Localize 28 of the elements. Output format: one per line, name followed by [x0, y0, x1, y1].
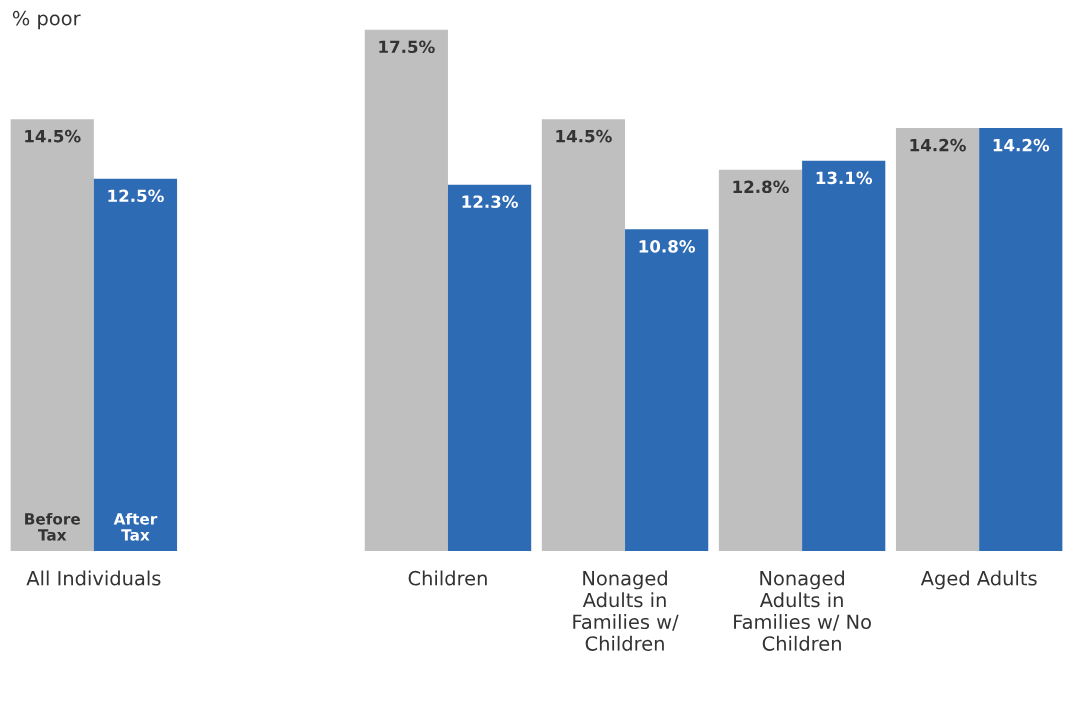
data-label: 13.1%	[816, 171, 873, 185]
data-label: 14.2%	[910, 138, 966, 152]
data-label: 10.8%	[639, 240, 696, 253]
data-label: 17.5%	[379, 40, 435, 54]
data-label: 12.8%	[733, 180, 789, 194]
bar	[802, 160, 886, 552]
data-label: 12.3%	[462, 195, 518, 209]
data-label: 14.5%	[556, 129, 612, 143]
y-axis-title: % poor	[12, 10, 81, 30]
bar	[10, 119, 94, 552]
data-label: 14.2%	[993, 138, 1050, 152]
bar	[364, 29, 448, 552]
data-label: 12.5%	[108, 189, 164, 203]
bar	[718, 169, 803, 552]
series-label: Before Tax	[25, 512, 81, 541]
bar	[979, 128, 1063, 552]
x-tick-label: Nonaged Adults in Families w/ Children	[573, 570, 679, 651]
bar	[541, 119, 626, 552]
x-tick-label: Children	[408, 570, 487, 586]
bar	[447, 184, 532, 552]
x-tick-label: Aged Adults	[920, 570, 1037, 590]
x-tick-label: Nonaged Adults in Families w/ No Children	[734, 570, 871, 651]
bar	[625, 229, 709, 552]
bar	[895, 128, 980, 552]
bar	[93, 178, 178, 552]
data-label: 14.5%	[25, 129, 81, 143]
series-label: After Tax	[113, 512, 158, 541]
x-tick-label: All Individuals	[26, 570, 161, 586]
